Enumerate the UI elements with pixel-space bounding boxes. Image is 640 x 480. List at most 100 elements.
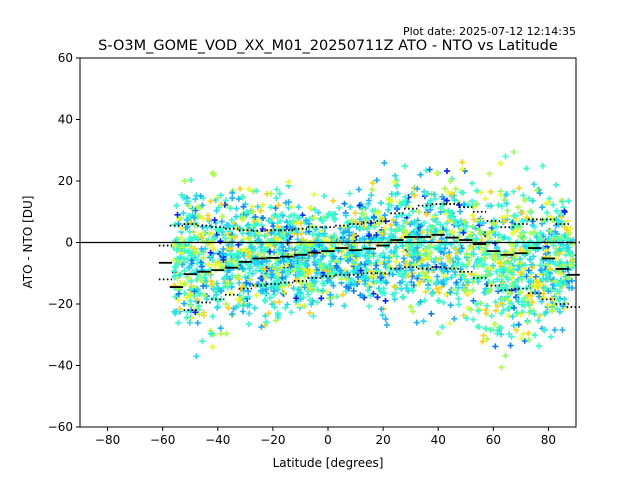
data-point xyxy=(458,189,465,196)
data-point xyxy=(407,245,414,252)
data-point xyxy=(305,270,311,277)
data-point xyxy=(443,197,450,204)
data-point xyxy=(405,272,412,279)
data-point xyxy=(475,258,482,265)
data-point xyxy=(258,247,265,254)
data-point xyxy=(256,231,263,238)
data-point xyxy=(440,250,447,257)
data-point xyxy=(477,230,484,237)
data-point xyxy=(492,232,499,239)
data-point xyxy=(565,231,572,238)
x-tick-label: 60 xyxy=(486,433,501,447)
data-point xyxy=(478,216,485,223)
data-point xyxy=(492,299,499,305)
data-point xyxy=(434,219,441,226)
data-point xyxy=(517,289,524,296)
data-point xyxy=(546,195,553,202)
data-point xyxy=(517,246,524,253)
data-point xyxy=(365,200,372,207)
data-point xyxy=(353,250,360,257)
data-point xyxy=(285,245,292,252)
data-point xyxy=(219,213,226,220)
data-point xyxy=(468,306,474,313)
data-point xyxy=(567,262,574,269)
data-point xyxy=(347,281,354,288)
data-point xyxy=(522,261,529,268)
x-tick: 40 xyxy=(431,427,446,447)
data-point xyxy=(339,233,346,240)
data-point xyxy=(227,251,234,257)
data-point xyxy=(218,218,225,225)
data-point xyxy=(215,204,222,211)
data-point xyxy=(367,292,374,299)
data-point xyxy=(547,227,554,234)
data-point xyxy=(453,290,460,297)
data-point xyxy=(248,203,255,210)
data-point xyxy=(181,247,188,254)
data-point xyxy=(207,249,214,256)
data-point xyxy=(270,288,277,295)
data-point xyxy=(514,295,521,302)
data-point xyxy=(252,259,259,266)
data-point xyxy=(424,227,431,233)
data-point xyxy=(507,342,514,349)
data-point xyxy=(552,249,559,256)
data-point xyxy=(498,203,505,210)
data-point xyxy=(447,212,454,219)
data-point xyxy=(281,289,288,296)
data-point xyxy=(209,313,216,320)
data-point xyxy=(245,253,251,260)
data-point xyxy=(181,290,188,297)
data-point xyxy=(498,272,505,279)
data-point xyxy=(546,265,553,272)
data-point xyxy=(274,223,281,230)
data-point xyxy=(331,243,338,250)
data-point xyxy=(374,294,381,301)
data-point xyxy=(420,274,427,281)
data-point xyxy=(400,227,407,234)
data-point xyxy=(394,190,401,197)
data-point xyxy=(201,292,208,299)
data-point xyxy=(392,172,399,179)
data-point xyxy=(402,261,409,268)
data-point xyxy=(445,253,452,260)
data-point xyxy=(235,296,242,303)
data-point xyxy=(450,286,457,293)
data-point xyxy=(235,195,242,202)
data-point xyxy=(201,274,208,281)
data-point xyxy=(427,223,434,230)
data-point xyxy=(379,217,386,224)
data-point xyxy=(396,262,403,269)
x-axis-ticks: −80 −60 −40 −20 0 20 40 60 80 xyxy=(95,427,556,447)
data-point xyxy=(482,325,489,332)
data-point xyxy=(479,338,486,345)
data-point xyxy=(205,261,212,268)
data-point xyxy=(276,298,283,305)
data-point xyxy=(540,290,547,297)
data-point xyxy=(227,290,234,297)
data-point xyxy=(347,204,354,211)
data-point xyxy=(339,291,346,298)
data-point xyxy=(295,273,302,280)
data-point xyxy=(565,274,572,281)
data-point xyxy=(368,236,375,243)
data-point xyxy=(523,214,530,221)
data-point xyxy=(473,200,480,207)
data-point xyxy=(432,195,439,202)
x-tick-label: 80 xyxy=(541,433,556,447)
data-point xyxy=(567,238,574,245)
data-point xyxy=(431,258,438,265)
data-point xyxy=(509,313,516,320)
data-point xyxy=(279,274,286,281)
data-point xyxy=(260,215,266,222)
data-point xyxy=(362,252,368,259)
data-point xyxy=(409,251,416,258)
data-point xyxy=(268,284,275,291)
data-point xyxy=(484,231,491,238)
data-point xyxy=(435,256,442,263)
data-point xyxy=(342,228,349,235)
data-point xyxy=(505,236,512,242)
data-point xyxy=(440,281,447,287)
data-point xyxy=(377,274,384,281)
x-axis-label: Latitude [degrees] xyxy=(273,456,384,470)
